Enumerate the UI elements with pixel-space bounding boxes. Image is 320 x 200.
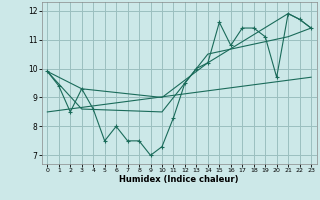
X-axis label: Humidex (Indice chaleur): Humidex (Indice chaleur) (119, 175, 239, 184)
